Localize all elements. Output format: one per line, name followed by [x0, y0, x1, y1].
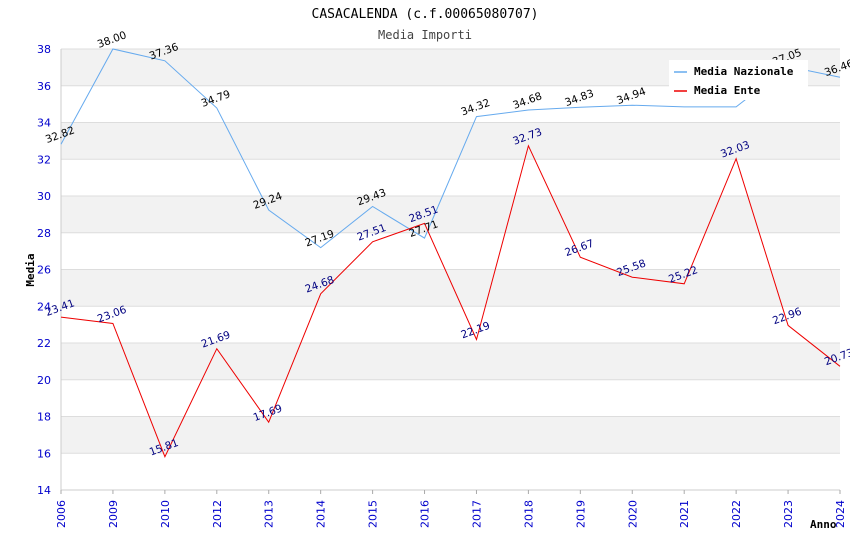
y-tick-label: 22	[37, 337, 51, 350]
x-tick-label: 2020	[626, 500, 639, 528]
x-axis-label: Anno	[810, 518, 837, 531]
grid-band	[61, 122, 840, 160]
y-tick-label: 24	[37, 300, 51, 313]
x-tick-label: 2014	[315, 500, 328, 528]
grid-band	[61, 343, 840, 380]
y-tick-label: 32	[37, 153, 51, 166]
y-axis-label: Media	[24, 253, 37, 286]
y-tick-label: 28	[37, 227, 51, 240]
y-tick-label: 18	[37, 411, 51, 424]
x-tick-label: 2017	[470, 500, 483, 528]
y-tick-label: 30	[37, 190, 51, 203]
y-tick-labels: 14 16 18 20 22 24 26 28 30 32 34 36 38	[37, 43, 51, 497]
legend-label-media-nazionale: Media Nazionale	[694, 65, 794, 78]
x-tick-label: 2022	[730, 500, 743, 528]
series-lines	[60, 48, 841, 458]
y-tick-label: 34	[37, 117, 51, 130]
x-tick-label: 2016	[419, 500, 432, 528]
y-tick-label: 26	[37, 264, 51, 277]
series-line-media-nazionale	[60, 48, 841, 249]
y-tick-label: 36	[37, 80, 51, 93]
legend-label-media-ente: Media Ente	[694, 84, 761, 97]
y-tick-label: 38	[37, 43, 51, 56]
chart-subtitle: Media Importi	[378, 28, 472, 42]
grid-band	[61, 196, 840, 233]
data-label: 34.68	[511, 90, 543, 112]
x-tick-label: 2013	[263, 500, 276, 528]
axes	[60, 49, 840, 491]
grid-bands	[61, 49, 840, 454]
data-label: 23.06	[96, 304, 129, 326]
data-label: 34.94	[615, 85, 648, 107]
x-tick-label: 2006	[55, 500, 68, 528]
grid-band	[61, 416, 840, 454]
x-tick-label: 2018	[522, 500, 535, 528]
x-tick-label: 2009	[107, 500, 120, 528]
y-tick-label: 20	[37, 374, 51, 387]
data-label: 34.83	[563, 88, 595, 110]
x-tick-label: 2024	[834, 500, 847, 528]
y-tick-label: 16	[37, 447, 51, 460]
y-tick-label: 14	[37, 484, 51, 497]
x-tick-label: 2012	[211, 500, 224, 528]
series-line-media-ente	[60, 144, 841, 458]
x-tick-labels: 2006 2009 2010 2012 2013 2014 2015 2016 2017 2018…	[55, 490, 847, 528]
x-tick-label: 2010	[159, 500, 172, 528]
x-tick-label: 2023	[782, 500, 795, 528]
x-tick-label: 2021	[678, 500, 691, 528]
grid-band	[61, 269, 840, 307]
legend-box	[669, 60, 808, 100]
gridlines	[61, 48, 840, 491]
x-tick-label: 2015	[367, 500, 380, 528]
x-tick-label: 2019	[574, 500, 587, 528]
data-label: 38.00	[96, 29, 128, 51]
chart-title: CASACALENDA (c.f.00065080707)	[312, 7, 539, 22]
legend: Media Nazionale Media Ente	[669, 60, 808, 100]
